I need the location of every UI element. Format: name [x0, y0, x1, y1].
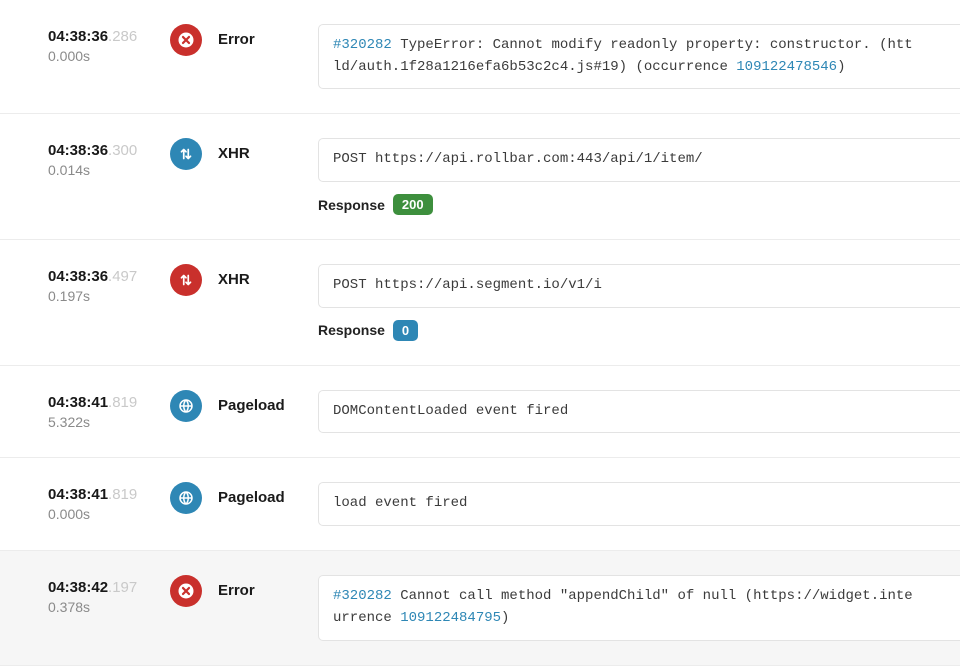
message-box[interactable]: POST https://api.segment.io/v1/i — [318, 264, 960, 308]
error-icon — [170, 24, 202, 56]
log-row[interactable]: 04:38:41.819 5.322s Pageload DOMContentL… — [0, 366, 960, 459]
response-label: Response — [318, 197, 385, 213]
timestamp-ms: .819 — [108, 486, 137, 503]
timestamp-main: 04:38:41 — [48, 394, 108, 411]
message-box[interactable]: #320282 Cannot call method "appendChild"… — [318, 575, 960, 640]
message-box[interactable]: load event fired — [318, 482, 960, 526]
event-type: XHR — [218, 138, 318, 162]
timestamp-col: 04:38:41.819 5.322s — [0, 390, 170, 430]
message-box[interactable]: #320282 TypeError: Cannot modify readonl… — [318, 24, 960, 89]
message-text: DOMContentLoaded event fired — [333, 403, 568, 419]
event-type: XHR — [218, 264, 318, 288]
message-link[interactable]: 109122478546 — [736, 59, 837, 75]
timestamp-ms: .819 — [108, 394, 137, 411]
timestamp-duration: 0.000s — [48, 48, 170, 64]
error-icon — [170, 575, 202, 607]
message-box[interactable]: DOMContentLoaded event fired — [318, 390, 960, 434]
icon-col — [170, 264, 218, 296]
xhr-icon — [170, 138, 202, 170]
log-row[interactable]: 04:38:36.286 0.000s Error #320282 TypeEr… — [0, 0, 960, 114]
timestamp-duration: 0.197s — [48, 288, 170, 304]
response-line: Response 200 — [318, 194, 960, 215]
event-type: Error — [218, 575, 318, 599]
content-col: POST https://api.segment.io/v1/i Respons… — [318, 264, 960, 341]
event-type: Pageload — [218, 390, 318, 414]
content-col: POST https://api.rollbar.com:443/api/1/i… — [318, 138, 960, 215]
timestamp-col: 04:38:42.197 0.378s — [0, 575, 170, 615]
message-link[interactable]: 109122484795 — [400, 610, 501, 626]
timestamp-col: 04:38:36.497 0.197s — [0, 264, 170, 304]
message-box[interactable]: POST https://api.rollbar.com:443/api/1/i… — [318, 138, 960, 182]
telemetry-log: 04:38:36.286 0.000s Error #320282 TypeEr… — [0, 0, 960, 666]
log-row[interactable]: 04:38:36.300 0.014s XHR POST https://api… — [0, 114, 960, 240]
message-text: POST https://api.rollbar.com:443/api/1/i… — [333, 151, 703, 167]
log-row[interactable]: 04:38:41.819 0.000s Pageload load event … — [0, 458, 960, 551]
icon-col — [170, 24, 218, 56]
content-col: load event fired — [318, 482, 960, 526]
content-col: DOMContentLoaded event fired — [318, 390, 960, 434]
log-row[interactable]: 04:38:42.197 0.378s Error #320282 Cannot… — [0, 551, 960, 665]
globe-icon — [170, 390, 202, 422]
response-badge: 0 — [393, 320, 418, 341]
message-text: ) — [501, 610, 509, 626]
event-type: Error — [218, 24, 318, 48]
log-row[interactable]: 04:38:36.497 0.197s XHR POST https://api… — [0, 240, 960, 366]
timestamp-main: 04:38:36 — [48, 142, 108, 159]
message-text: POST https://api.segment.io/v1/i — [333, 277, 602, 293]
message-text: load event fired — [333, 495, 467, 511]
icon-col — [170, 482, 218, 514]
timestamp-ms: .300 — [108, 142, 137, 159]
timestamp-main: 04:38:36 — [48, 28, 108, 45]
response-line: Response 0 — [318, 320, 960, 341]
response-badge: 200 — [393, 194, 433, 215]
content-col: #320282 Cannot call method "appendChild"… — [318, 575, 960, 640]
message-text: ) — [837, 59, 845, 75]
timestamp-ms: .197 — [108, 579, 137, 596]
timestamp-ms: .497 — [108, 268, 137, 285]
icon-col — [170, 575, 218, 607]
message-link[interactable]: #320282 — [333, 37, 392, 53]
timestamp-duration: 5.322s — [48, 414, 170, 430]
timestamp-col: 04:38:41.819 0.000s — [0, 482, 170, 522]
timestamp-duration: 0.000s — [48, 506, 170, 522]
event-type: Pageload — [218, 482, 318, 506]
content-col: #320282 TypeError: Cannot modify readonl… — [318, 24, 960, 89]
response-label: Response — [318, 322, 385, 338]
xhr-icon — [170, 264, 202, 296]
timestamp-main: 04:38:41 — [48, 486, 108, 503]
timestamp-main: 04:38:36 — [48, 268, 108, 285]
icon-col — [170, 390, 218, 422]
timestamp-main: 04:38:42 — [48, 579, 108, 596]
timestamp-duration: 0.014s — [48, 162, 170, 178]
globe-icon — [170, 482, 202, 514]
timestamp-col: 04:38:36.286 0.000s — [0, 24, 170, 64]
timestamp-col: 04:38:36.300 0.014s — [0, 138, 170, 178]
timestamp-ms: .286 — [108, 28, 137, 45]
icon-col — [170, 138, 218, 170]
